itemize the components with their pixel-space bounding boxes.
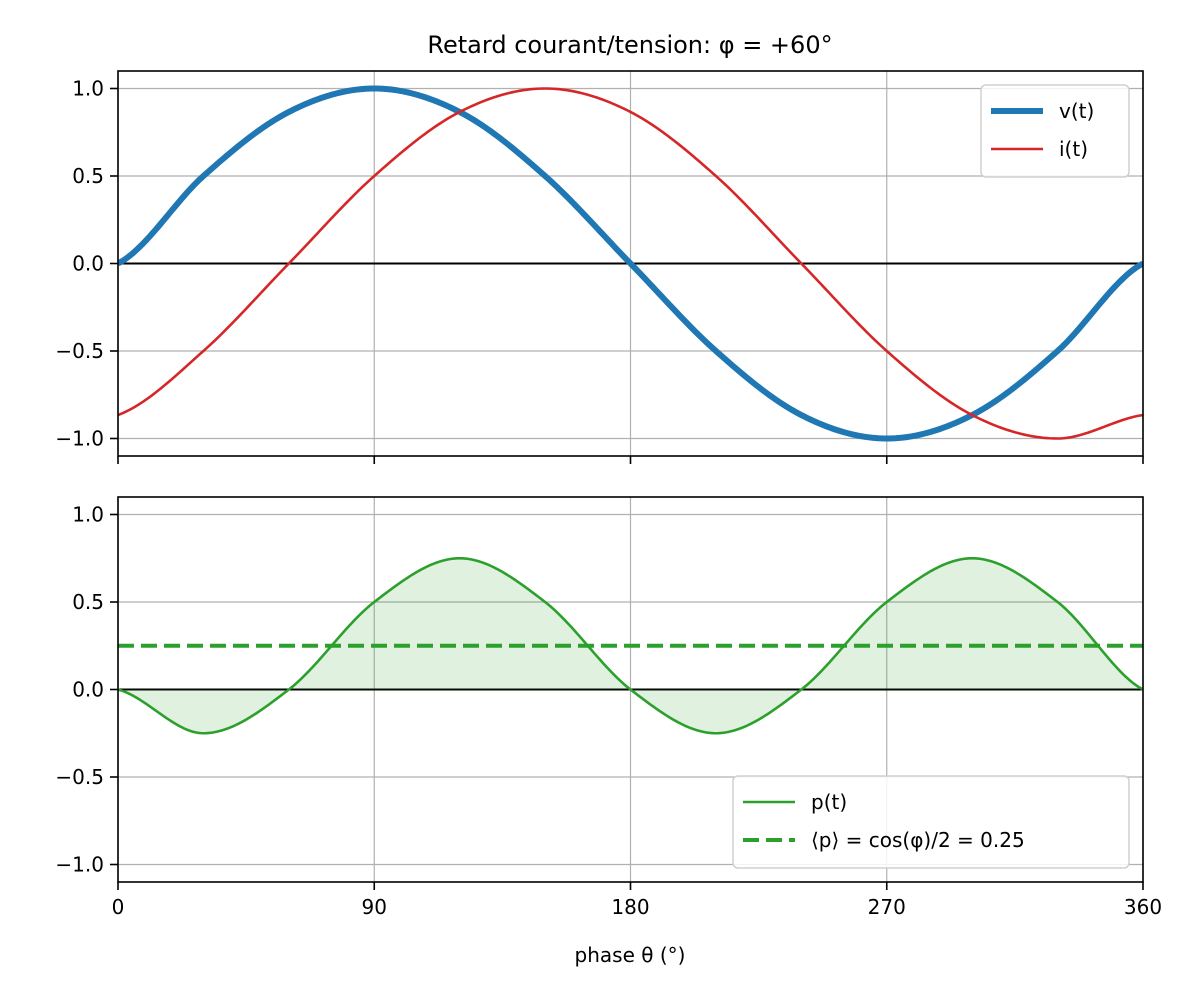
y-tick-label: −1.0 xyxy=(55,853,104,877)
chart-title: Retard courant/tension: φ = +60° xyxy=(427,31,832,59)
y-tick-label: −0.5 xyxy=(55,339,104,363)
x-tick-label: 180 xyxy=(611,895,649,919)
x-tick-label: 360 xyxy=(1124,895,1162,919)
y-tick-label: 1.0 xyxy=(72,503,104,527)
legend-label: ⟨p⟩ = cos(φ)/2 = 0.25 xyxy=(811,828,1025,852)
y-tick-label: 0.5 xyxy=(72,164,104,188)
bottom-panel-power: 0 90 180 270 360 −1.0 −0.5 0.0 0.5 1.0 p(t) ⟨p⟩ = c… xyxy=(55,496,1162,919)
x-tick-label: 0 xyxy=(112,895,125,919)
top-panel-voltage-current: −1.0 −0.5 0.0 0.5 1.0 v(t) i(t) xyxy=(55,70,1144,464)
legend-label: i(t) xyxy=(1059,137,1088,161)
legend-box xyxy=(732,775,1130,869)
y-tick-label: 0.5 xyxy=(72,590,104,614)
series-line-i(t) xyxy=(118,87,1143,440)
plot-area xyxy=(118,85,1143,442)
y-tick-label: −0.5 xyxy=(55,765,104,789)
legend-box xyxy=(980,84,1130,178)
x-tick-label: 90 xyxy=(362,895,387,919)
series-line-p(t) xyxy=(118,556,1143,735)
plot-area xyxy=(118,556,1143,735)
x-tick-label: 270 xyxy=(868,895,906,919)
legend: p(t) ⟨p⟩ = cos(φ)/2 = 0.25 xyxy=(732,775,1130,869)
legend-label: v(t) xyxy=(1059,99,1094,123)
y-tick-label: 0.0 xyxy=(72,252,104,276)
y-tick-label: −1.0 xyxy=(55,427,104,451)
x-axis-label: phase θ (°) xyxy=(575,943,686,967)
legend-label: p(t) xyxy=(811,790,847,814)
y-tick-label: 0.0 xyxy=(72,678,104,702)
legend: v(t) i(t) xyxy=(980,84,1130,178)
y-tick-label: 1.0 xyxy=(72,77,104,101)
